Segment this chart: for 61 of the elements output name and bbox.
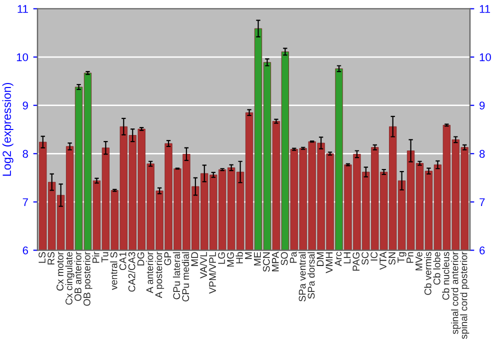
y2-tick-label: 6 [480,246,485,254]
x-tick-label: GP [164,252,172,266]
x-tick-label: Hb [236,252,243,264]
x-tick-label: SC [362,252,369,265]
x-tick-label: SO [280,252,288,266]
x-tick-label: Tg [398,252,406,263]
x-tick-label: Arc [334,252,342,266]
y-tick-label: 7 [22,198,28,206]
x-tick-label: SPa ventral [298,252,306,302]
x-tick-label: VTA [380,252,386,270]
y2-tick-label: 9 [480,102,485,110]
y-tick-label: 9 [22,102,28,110]
y2-tick-label: 8 [480,150,485,158]
y2-tick-label: 10 [480,53,491,62]
x-tick-label: MVe [416,252,422,270]
x-tick-label: MPA [272,252,279,272]
x-tick-label: SCN [262,252,270,272]
y-tick-label: 8 [22,150,28,158]
x-tick-label: PAG [352,252,360,271]
x-tick-label: IC [370,252,378,260]
x-tick-label: SPa dorsal [308,252,315,299]
x-tick-label: ME [254,252,261,266]
y-axis-title: Log2 (expression) [2,82,14,176]
x-tick-label: Cb lobe [433,252,440,285]
x-tick-label: spinal cord anterior [451,252,460,334]
x-tick-label: DG [137,252,144,266]
x-tick-label: OB anterior [74,252,82,301]
x-tick-label: Cx motor [56,252,64,291]
x-tick-label: Pa [290,252,297,263]
x-tick-label: Pir [92,252,100,263]
x-tick-label: RS [48,252,54,264]
x-tick-label: LS [38,252,46,263]
x-tick-label: CA2/CA3 [128,252,136,292]
x-tick-label: Cb nucleus [442,252,450,300]
x-tick-label: Pn [406,252,414,263]
x-tick-label: SN [388,252,396,265]
x-tick-label: LH [344,252,350,264]
x-tick-label: LG [218,252,225,264]
x-tick-label: CPu medial [182,252,190,302]
x-tick-label: CA1 [119,252,126,270]
x-tick-label: Cx cingulate [65,252,74,305]
x-tick-label: spinal cord posterior [460,252,470,339]
y-tick-label: 6 [22,246,28,254]
x-tick-label: MG [227,252,234,266]
x-tick-label: OB posterior [83,252,92,306]
x-tick-label: DM [316,252,324,266]
x-tick-label: VPM/VPL [208,252,216,294]
y2-tick-label: 7 [480,198,485,206]
x-tick-label: A posterior [155,252,164,298]
x-tick-label: M [245,252,252,259]
x-tick-label: A anterior [146,252,154,294]
x-tick-label: CPu lateral [172,252,180,300]
x-tick-label: Tu [102,252,108,262]
y-tick-label: 10 [16,53,28,62]
x-tick-label: ventral S [110,252,118,290]
y-tick-label: 11 [18,5,28,13]
x-tick-label: VMH [326,252,333,274]
x-tick-label: VA/VL [200,252,208,278]
x-tick-label: MD [191,252,198,266]
x-tick-label: Cb vermis [424,252,432,295]
y2-tick-label: 11 [480,5,490,13]
